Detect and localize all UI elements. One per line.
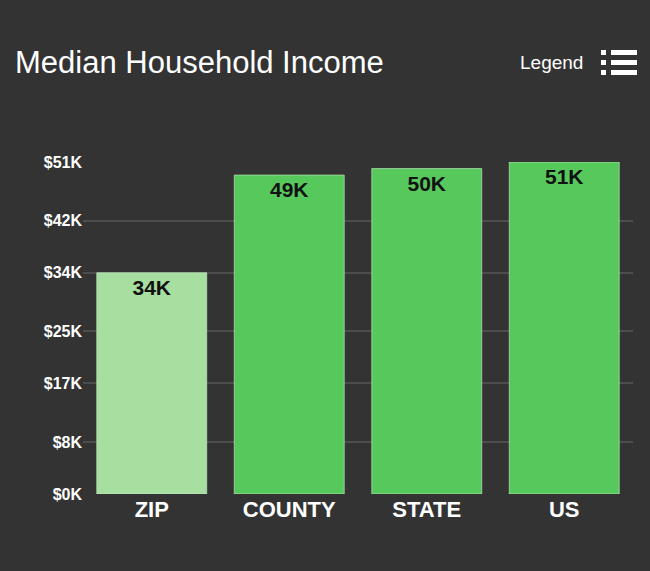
svg-text:ZIP: ZIP [135,497,169,522]
svg-text:$34K: $34K [44,264,83,281]
svg-text:STATE: STATE [392,497,461,522]
svg-text:US: US [549,497,580,522]
svg-text:$0K: $0K [53,486,83,503]
svg-text:$25K: $25K [44,323,83,340]
svg-text:50K: 50K [407,172,446,195]
svg-text:$42K: $42K [44,212,83,229]
svg-text:$51K: $51K [44,154,83,171]
svg-text:34K: 34K [132,276,171,299]
svg-text:49K: 49K [270,178,309,201]
svg-text:COUNTY: COUNTY [243,497,336,522]
svg-text:51K: 51K [545,165,584,188]
svg-text:Legend: Legend [520,52,583,73]
svg-text:$17K: $17K [44,375,83,392]
svg-text:$8K: $8K [53,434,83,451]
svg-text:Median Household Income: Median Household Income [15,45,384,80]
